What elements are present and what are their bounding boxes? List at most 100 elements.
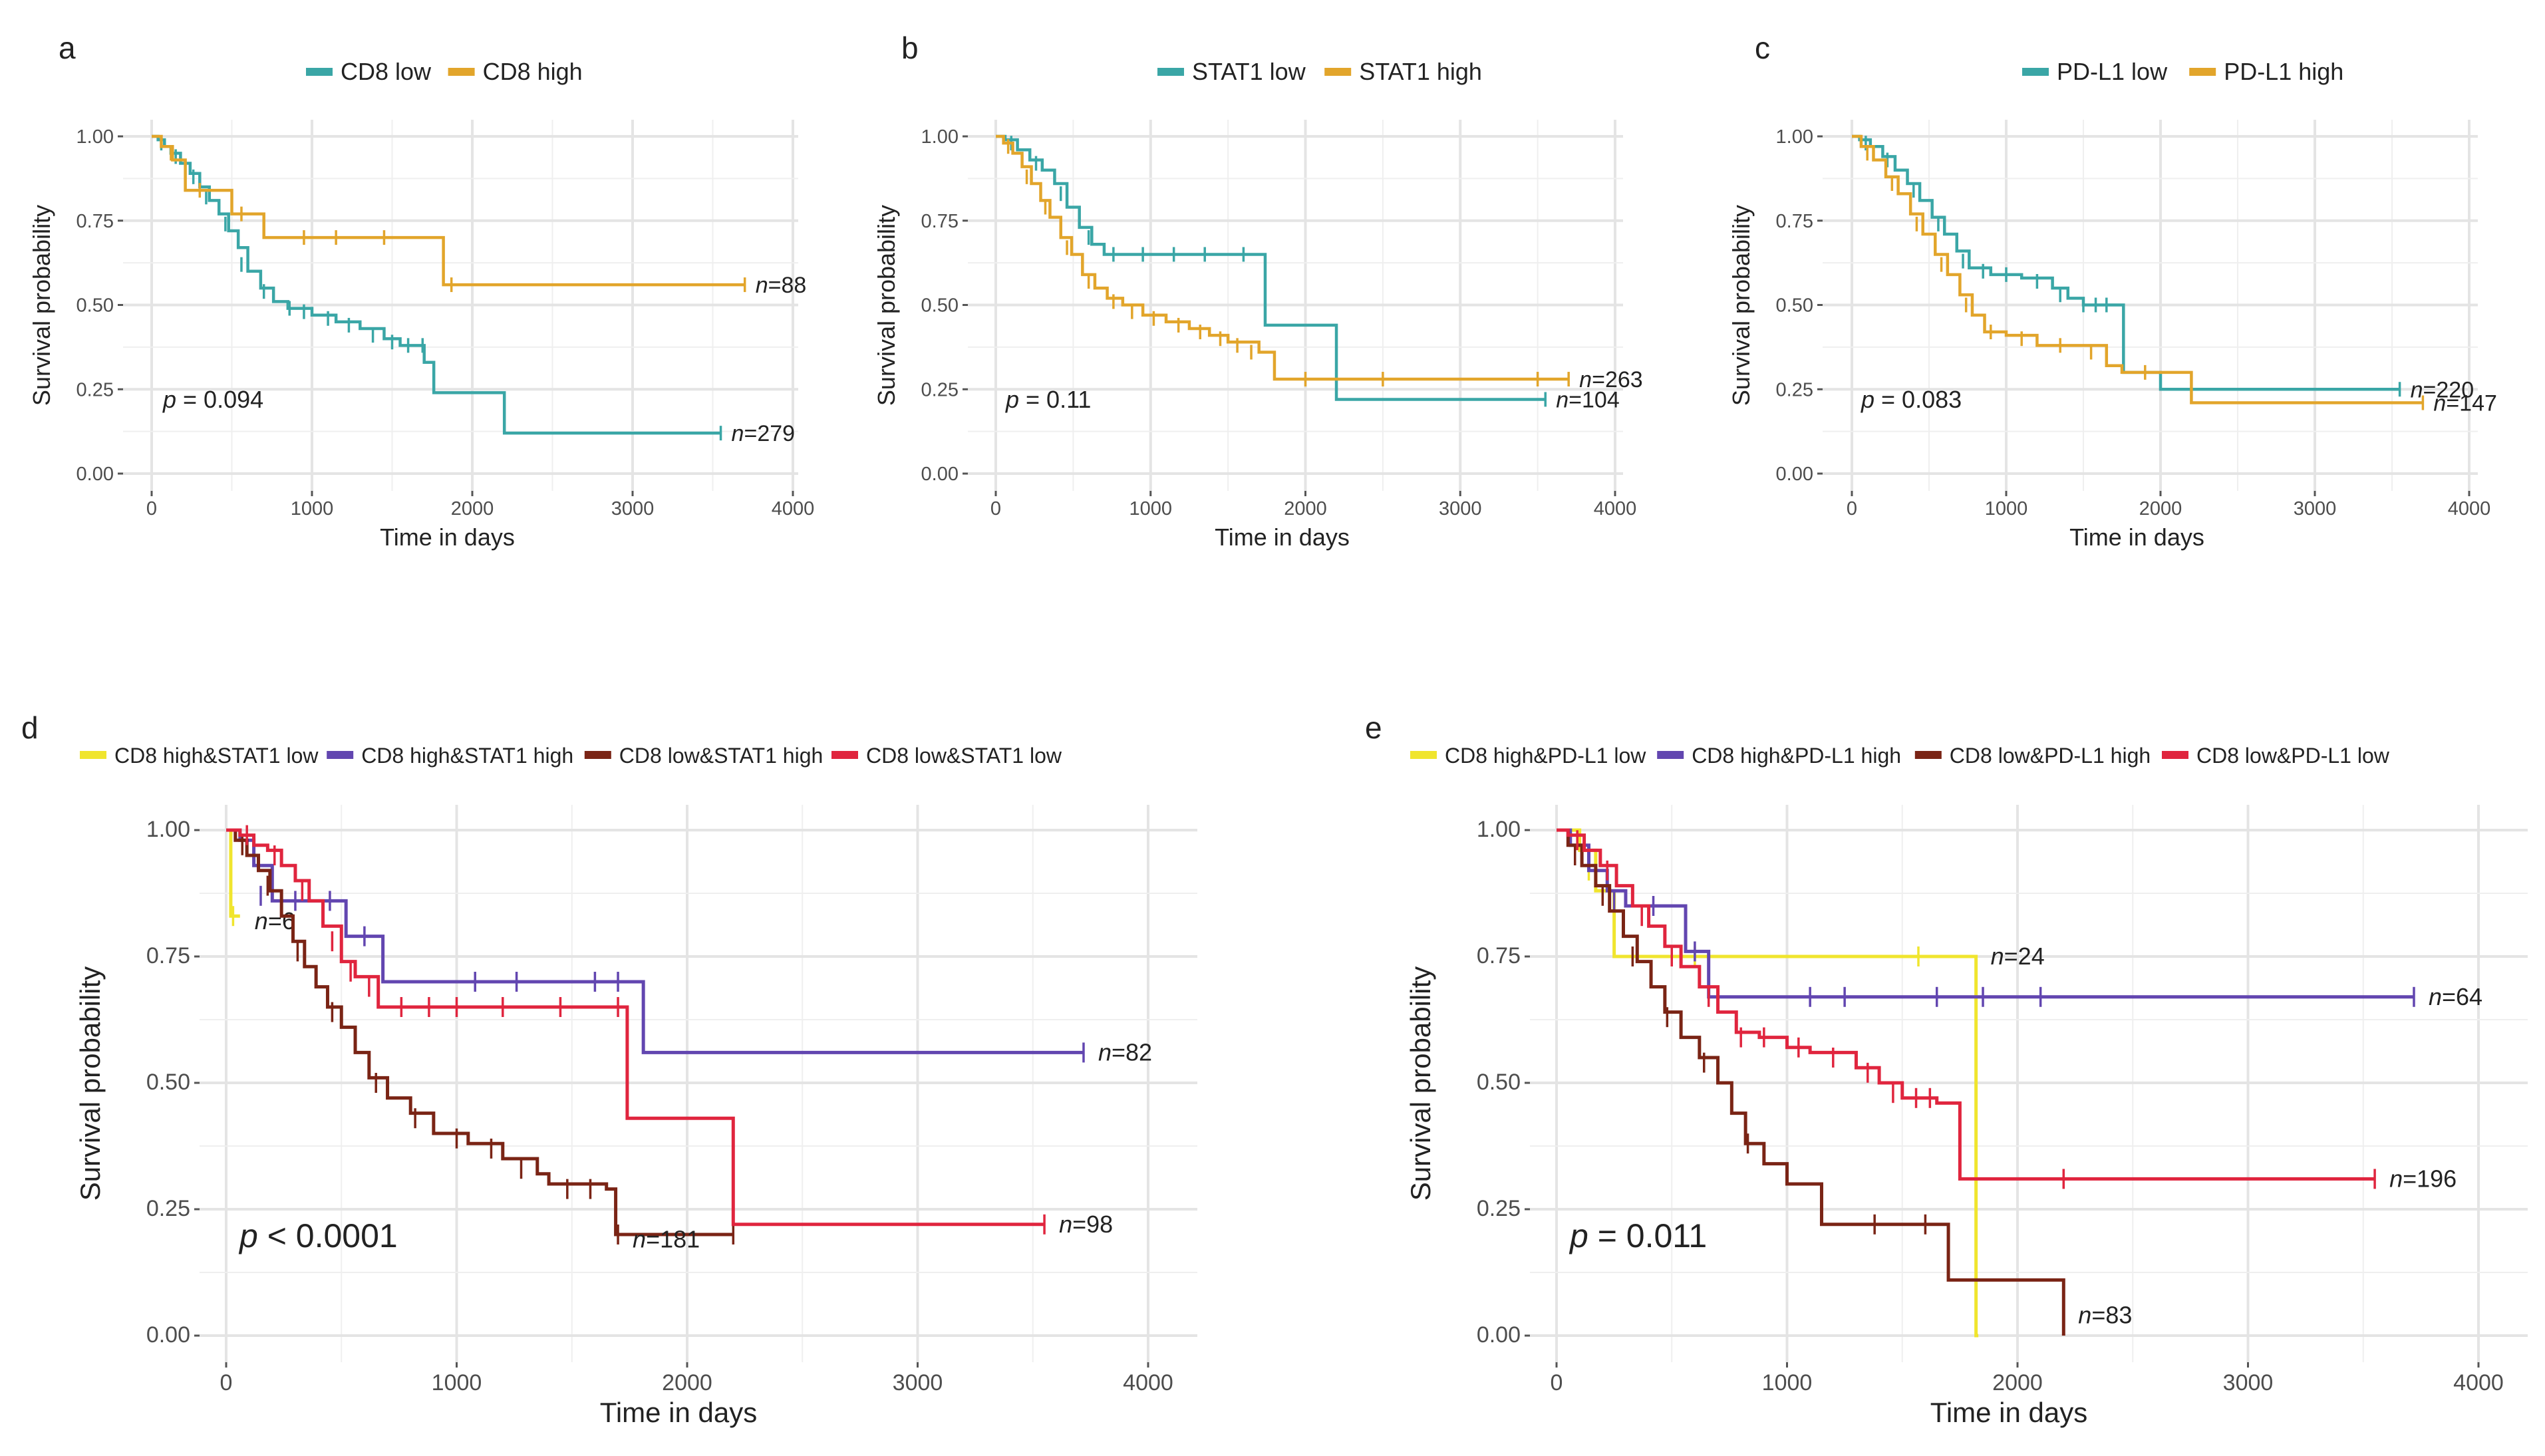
legend: PD-L1 low PD-L1 high [2022,58,2343,85]
x-tick-label: 4000 [1123,1370,1173,1395]
x-axis-title: Time in days [2069,523,2204,551]
legend-label: CD8 high&PD-L1 high [1692,744,1901,768]
x-tick-label: 1000 [432,1370,482,1395]
panel-e: e 0 1000 2000 3000 4000 0.00 0.25 0.50 0.75 1.00 Ti… [1365,710,2528,1428]
legend-key [1410,751,1437,759]
x-tick-label: 1000 [291,498,334,519]
y-tick-label: 0.75 [1477,943,1521,968]
legend-key [2162,751,2188,759]
survival-curve [996,134,1569,381]
y-tick-label: 0.75 [1776,211,1813,232]
y-axis-title: Survival probability [1405,966,1436,1201]
y-tick-label: 0.25 [146,1196,190,1221]
legend-label: CD8 high&PD-L1 low [1445,744,1646,768]
y-tick-label: 1.00 [76,126,114,148]
survival-curve [1557,828,2414,999]
x-axis-title: Time in days [1930,1397,2088,1428]
legend-label: CD8 low&PD-L1 low [2196,744,2390,768]
series-cd8-high-pd-l1-high [1557,828,2415,1007]
x-tick-label: 3000 [2294,498,2337,519]
n-label: n=64 [2429,983,2482,1010]
n-label: n=98 [1059,1211,1113,1238]
legend-label: CD8 low&PD-L1 high [1950,744,2151,768]
y-tick-label: 1.00 [146,817,190,842]
series-pd-l1-high [1852,134,2425,410]
y-axis-title: Survival probability [28,205,55,406]
x-tick-label: 2000 [451,498,494,519]
legend-label: STAT1 low [1192,58,1306,85]
legend-key [1657,751,1684,759]
x-tick-label: 4000 [2453,1370,2504,1395]
legend-label: STAT1 high [1359,58,1482,85]
x-tick-label: 0 [1847,498,1857,519]
y-tick-label: 0.50 [76,295,114,317]
p-value: p = 0.094 [162,386,263,413]
x-axis-title: Time in days [600,1397,758,1428]
survival-curve [1557,828,2375,1181]
legend-label: CD8 high&STAT1 low [114,744,319,768]
x-tick-label: 3000 [611,498,655,519]
y-tick-label: 0.75 [146,943,190,968]
x-tick-label: 1000 [1985,498,2028,519]
panel-d: d 0 1000 2000 3000 4000 0.00 0.25 0.50 0.75 1.00 Ti… [21,710,1197,1428]
x-tick-label: 2000 [662,1370,712,1395]
x-tick-label: 0 [990,498,1001,519]
y-tick-label: 0.50 [1776,295,1813,317]
legend-label: CD8 high&STAT1 high [361,744,573,768]
panel-letter: b [901,31,919,65]
p-value: p = 0.083 [1861,386,1962,413]
legend-key [2189,68,2216,76]
survival-curve [996,134,1546,401]
x-tick-label: 4000 [772,498,815,519]
y-tick-label: 0.50 [1477,1070,1521,1095]
legend-label: PD-L1 high [2224,58,2343,85]
x-tick-label: 1000 [1129,498,1172,519]
y-tick-label: 1.00 [921,126,959,148]
legend: CD8 high&PD-L1 low CD8 high&PD-L1 high CD8… [1410,744,2390,768]
survival-curve [1557,828,2065,1336]
legend-key [306,68,333,76]
legend-key [1157,68,1184,76]
x-tick-label: 0 [146,498,157,519]
x-tick-label: 1000 [1762,1370,1813,1395]
y-axis-title: Survival probability [873,205,900,406]
n-label: n=82 [1098,1038,1152,1066]
y-tick-label: 0.00 [1776,464,1813,485]
survival-curve [1557,828,1979,1338]
legend-label: CD8 low [341,58,432,85]
series-stat1-high [996,134,1570,387]
legend-key [80,751,106,759]
y-tick-label: 0.75 [921,211,959,232]
series-cd8-high [152,134,746,293]
y-axis-title: Survival probability [75,966,106,1201]
series-cd8-low-pd-l1-low [1557,828,2376,1189]
series-cd8-low-stat1-low [226,825,1046,1235]
y-axis-title: Survival probability [1727,205,1755,406]
y-tick-label: 1.00 [1477,817,1521,842]
n-label: n=83 [2078,1302,2132,1329]
n-label: n=88 [756,273,807,298]
series-cd8-low-pd-l1-high [1557,828,2065,1336]
panel-letter: c [1755,31,1770,65]
n-label: n=104 [1556,387,1620,412]
legend-label: CD8 high [483,58,583,85]
panel-letter: d [21,710,39,745]
legend: STAT1 low STAT1 high [1157,58,1482,85]
p-value: p = 0.11 [1005,386,1091,413]
gridlines [123,120,798,491]
x-tick-label: 2000 [1992,1370,2043,1395]
y-tick-label: 0.00 [1477,1322,1521,1348]
legend-label: CD8 low&STAT1 high [619,744,823,768]
n-label: n=181 [633,1226,700,1253]
n-label: n=24 [1991,943,2045,970]
legend-key [448,68,475,76]
panel-a: a 0 1000 2000 3000 4000 0.00 0.25 0.50 0.75 1.00 Ti… [28,31,814,551]
survival-curve [1852,134,2423,404]
survival-curve [226,828,1045,1227]
series-stat1-low [996,134,1547,407]
survival-curve [152,134,721,435]
series-cd8-low-stat1-high [226,828,735,1244]
x-tick-label: 4000 [1594,498,1637,519]
n-label: n=147 [2433,391,2497,416]
